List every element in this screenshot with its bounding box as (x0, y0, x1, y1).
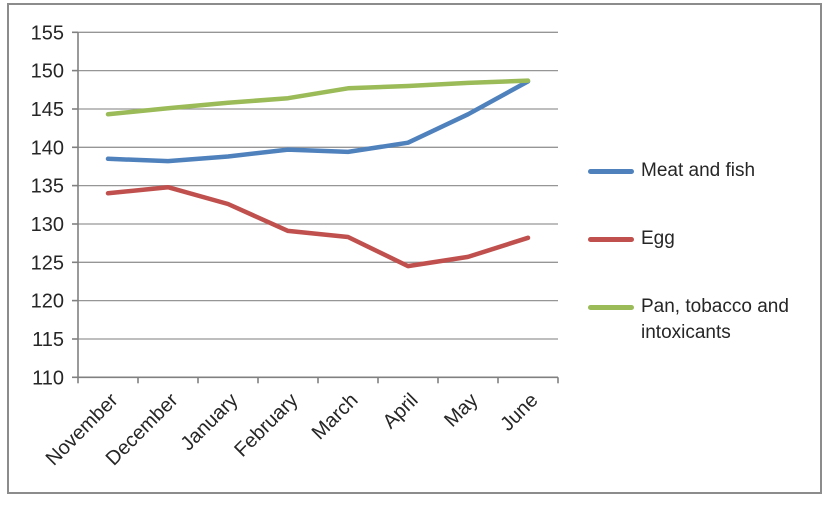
legend-swatch-meat-and-fish (588, 169, 634, 174)
y-axis-tick-label: 125 (31, 252, 64, 274)
y-axis-tick-label: 140 (31, 137, 64, 159)
legend-swatch-pan-tobacco-and-intoxicants (588, 305, 634, 310)
y-axis-tick-label: 145 (31, 99, 64, 121)
legend-swatch-egg (588, 237, 634, 242)
x-axis-tick-label: May (440, 389, 482, 431)
legend-item-meat-and-fish: Meat and fish (588, 158, 828, 184)
series-line-meat-and-fish (105, 79, 531, 164)
legend-item-pan-tobacco-and-intoxicants: Pan, tobacco and intoxicants (588, 294, 828, 346)
series-line-egg (105, 184, 531, 269)
series-line-pan-tobacco-and-intoxicants (105, 78, 531, 117)
x-axis-tick-label: February (230, 389, 302, 461)
y-axis-tick-label: 115 (32, 329, 64, 351)
x-axis-tick-label: March (308, 389, 363, 444)
y-axis-tick-label: 120 (31, 291, 64, 313)
y-axis-tick-label: 130 (31, 214, 64, 236)
x-axis-tick-label: June (496, 389, 542, 435)
legend-label-meat-and-fish: Meat and fish (641, 160, 756, 181)
legend-item-egg: Egg (588, 226, 828, 252)
legend-label-pan-tobacco-and-intoxicants: Pan, tobacco and intoxicants (641, 296, 789, 343)
y-axis-tick-label: 150 (31, 61, 64, 83)
y-axis-tick-label: 155 (31, 22, 64, 44)
x-axis-tick-label: April (379, 389, 423, 433)
legend-label-egg: Egg (641, 228, 675, 249)
legend: Meat and fish Egg Pan, tobacco and intoxic… (588, 158, 828, 388)
y-axis-tick-label: 135 (31, 176, 64, 198)
y-axis-tick-label: 110 (32, 367, 64, 389)
